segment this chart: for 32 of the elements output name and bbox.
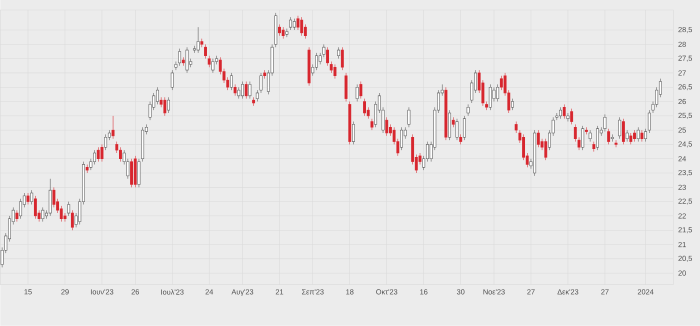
candlestick (363, 98, 366, 116)
candlestick (566, 112, 570, 122)
candlestick (278, 24, 281, 36)
candlestick (633, 130, 636, 142)
candlestick (296, 16, 300, 30)
candlestick (315, 52, 318, 70)
candlestick (344, 72, 348, 102)
candlestick (614, 140, 618, 148)
candlestick (400, 127, 403, 150)
candlestick (241, 81, 244, 99)
candlestick (100, 144, 104, 162)
candlestick (334, 64, 336, 79)
candlestick (511, 98, 514, 110)
candlestick (407, 107, 410, 128)
candlestick (370, 118, 374, 130)
candlestick (156, 87, 159, 105)
candlestick (64, 212, 66, 222)
candlestick (456, 118, 458, 140)
candlestick (584, 127, 588, 135)
candlestick (167, 97, 170, 114)
candlestick (119, 147, 122, 162)
candlestick (596, 126, 599, 150)
candlestick (326, 46, 330, 66)
candlestick (308, 46, 311, 86)
candlestick (26, 192, 30, 205)
candlestick (112, 116, 115, 140)
candlestick (130, 158, 134, 188)
candlestick (603, 114, 606, 132)
candlestick (559, 107, 562, 120)
candlestick (352, 121, 355, 145)
candlestick (186, 46, 188, 74)
candlestick (204, 44, 207, 59)
